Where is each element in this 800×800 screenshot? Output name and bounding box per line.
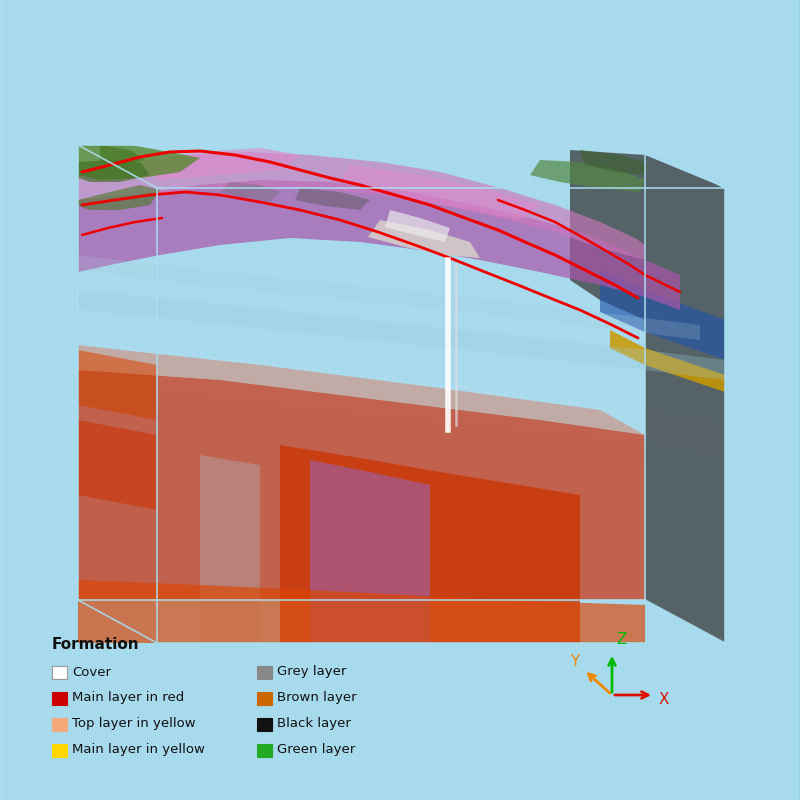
Bar [257,743,272,757]
Bar [52,743,67,757]
Bar [52,691,67,705]
Text: Main layer in red: Main layer in red [72,691,184,705]
Text: Main layer in yellow: Main layer in yellow [72,743,205,757]
Bar [257,691,272,705]
Polygon shape [78,410,725,470]
Bar [52,718,67,730]
Polygon shape [100,145,145,165]
Text: Z: Z [616,632,626,647]
Polygon shape [78,290,725,380]
Polygon shape [340,165,540,220]
Polygon shape [530,160,645,192]
Text: Formation: Formation [52,637,140,652]
Polygon shape [78,340,725,460]
Polygon shape [78,345,645,435]
Text: X: X [659,691,670,706]
Polygon shape [78,350,157,420]
Text: Brown layer: Brown layer [277,691,357,705]
Text: Y: Y [570,654,579,670]
Polygon shape [580,150,645,175]
Polygon shape [280,445,580,643]
Polygon shape [78,180,680,310]
Polygon shape [78,580,645,643]
Polygon shape [78,420,157,510]
Polygon shape [78,185,160,210]
Text: Cover: Cover [72,666,111,678]
Polygon shape [200,455,260,643]
Polygon shape [295,188,370,210]
Polygon shape [140,148,300,180]
Polygon shape [310,460,430,643]
Text: Green layer: Green layer [277,743,355,757]
Polygon shape [600,270,725,360]
Polygon shape [385,210,450,242]
Bar [257,666,272,678]
Polygon shape [78,200,157,643]
Bar [52,666,67,678]
Polygon shape [368,220,480,258]
Polygon shape [78,152,645,260]
Polygon shape [570,150,725,643]
Text: Top layer in yellow: Top layer in yellow [72,718,196,730]
Polygon shape [78,160,150,182]
Polygon shape [220,182,280,202]
Bar [257,718,272,730]
Text: Grey layer: Grey layer [277,666,346,678]
Polygon shape [78,370,645,600]
Text: Black layer: Black layer [277,718,351,730]
Polygon shape [78,255,700,340]
Polygon shape [78,145,200,180]
Polygon shape [610,330,725,392]
Polygon shape [78,420,157,643]
